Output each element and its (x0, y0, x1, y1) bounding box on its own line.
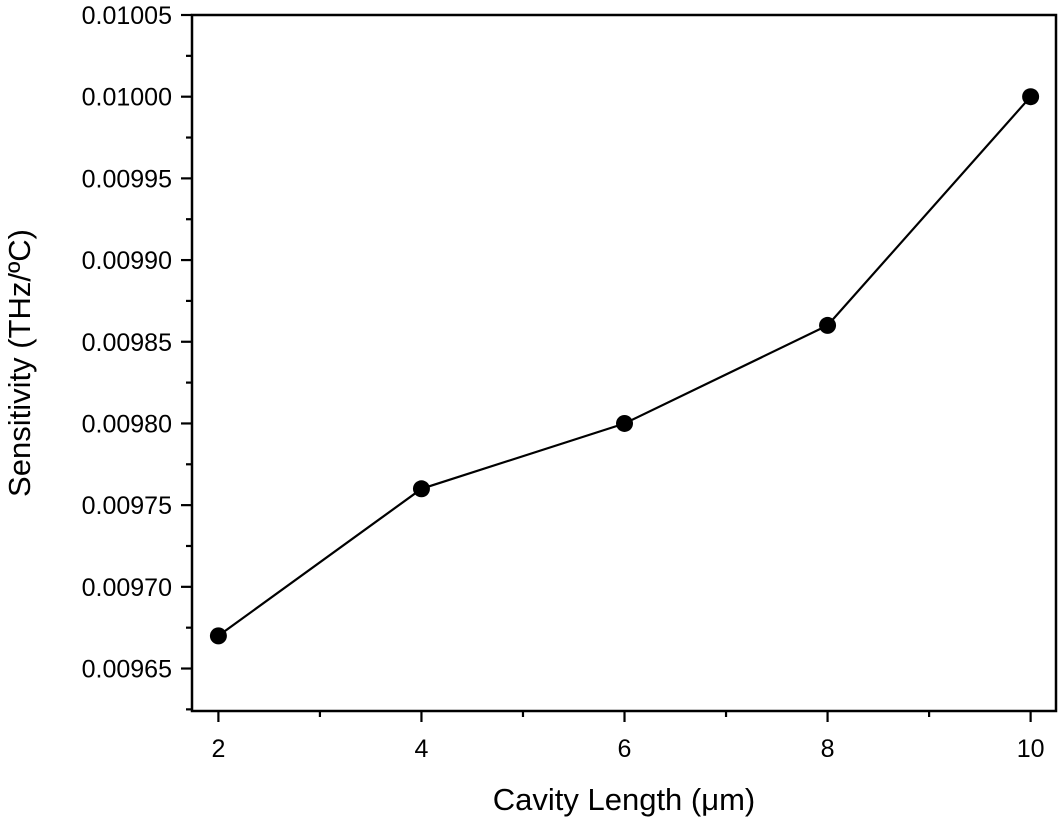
plot-frame (190, 13, 1058, 713)
y-axis-title: Sensitivity (THz/ºC) (2, 229, 37, 497)
y-tick-label: 0.01005 (82, 2, 172, 30)
data-point-marker (819, 316, 837, 334)
x-axis-ticks: 2 4 6 8 10 (211, 711, 1045, 763)
y-axis-ticks: 0.00965 0.00970 0.00975 0.00980 0.00985 0.009… (82, 2, 192, 711)
y-tick-label: 0.01000 (82, 84, 172, 112)
series-line (217, 95, 1032, 637)
x-tick-label: 10 (1017, 735, 1045, 763)
y-tick-label: 0.00965 (82, 656, 172, 684)
x-tick-label: 4 (414, 735, 428, 763)
data-point-marker (1022, 88, 1040, 106)
y-tick-label: 0.00985 (82, 329, 172, 357)
y-tick-label: 0.00990 (82, 247, 172, 275)
axes-box (190, 13, 1058, 713)
data-series (209, 88, 1040, 645)
x-tick-label: 8 (821, 735, 835, 763)
y-tick-label: 0.00970 (82, 574, 172, 602)
y-tick-label: 0.00980 (82, 410, 172, 438)
y-tick-label: 0.00995 (82, 165, 172, 193)
data-point-marker (616, 414, 634, 432)
x-tick-label: 6 (618, 735, 632, 763)
x-axis-title: Cavity Length (μm) (493, 782, 756, 817)
y-tick-label: 0.00975 (82, 492, 172, 520)
data-point-marker (209, 627, 227, 645)
x-tick-label: 2 (211, 735, 225, 763)
data-point-marker (412, 480, 430, 498)
